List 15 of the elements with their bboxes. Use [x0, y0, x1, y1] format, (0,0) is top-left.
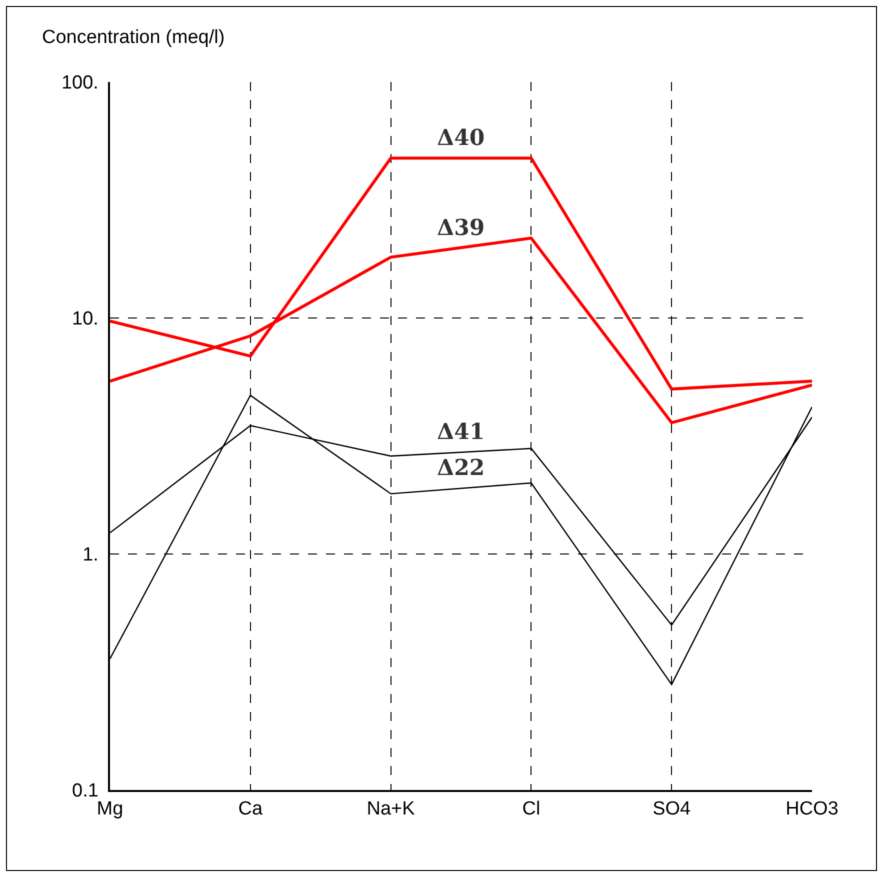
series-label: Δ39	[437, 215, 485, 241]
series-label: Δ22	[437, 455, 485, 481]
y-tick-label: 0.1	[72, 780, 98, 802]
y-tick-label: 1.	[82, 544, 98, 566]
y-tick-label: 100.	[61, 72, 98, 94]
x-tick-label: Ca	[238, 798, 263, 820]
series-label: Δ40	[437, 125, 485, 151]
x-tick-label: Mg	[96, 798, 124, 820]
x-tick-label: SO4	[652, 798, 692, 820]
x-tick-label: Cl	[522, 798, 540, 820]
x-tick-label: Na+K	[366, 798, 416, 820]
x-tick-label: HCO3	[786, 798, 838, 820]
y-tick-label: 10.	[72, 308, 98, 330]
series-label: Δ41	[437, 419, 485, 445]
y-axis-title: Concentration (meq/l)	[42, 27, 225, 48]
